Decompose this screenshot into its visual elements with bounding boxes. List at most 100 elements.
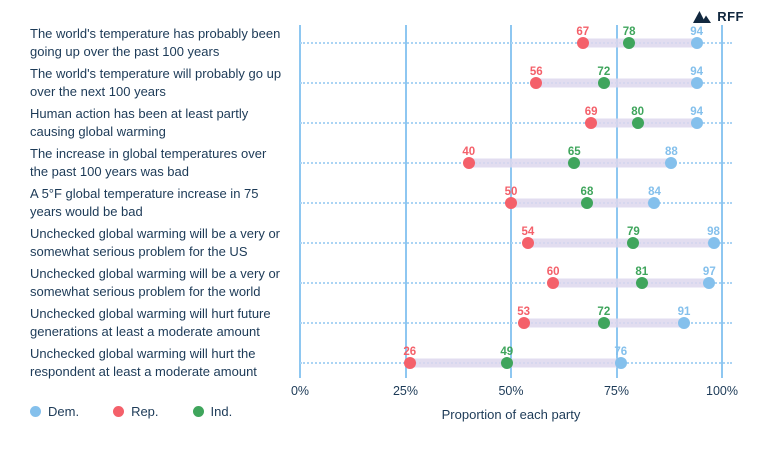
rep-value-label: 40 bbox=[462, 146, 476, 158]
dem-dot bbox=[690, 37, 703, 49]
chart-row: Unchecked global warming will hurt the r… bbox=[0, 343, 760, 383]
chart-row: The world's temperature has probably bee… bbox=[0, 23, 760, 63]
rep-dot bbox=[517, 317, 530, 329]
chart-row: Unchecked global warming will be a very … bbox=[0, 263, 760, 303]
x-axis-title: Proportion of each party bbox=[441, 407, 581, 422]
gridline bbox=[299, 25, 301, 378]
dem-dot bbox=[690, 117, 703, 129]
dotted-line bbox=[300, 242, 732, 244]
legend-label: Ind. bbox=[210, 404, 233, 419]
rep-dot bbox=[530, 77, 543, 89]
ind-dot bbox=[631, 117, 644, 129]
ind-dot bbox=[623, 37, 636, 49]
legend-item: Rep. bbox=[113, 404, 159, 419]
legend-dot-icon bbox=[30, 406, 41, 417]
dem-value-label: 76 bbox=[614, 346, 628, 358]
rep-value-label: 26 bbox=[403, 346, 417, 358]
dotted-line bbox=[300, 282, 732, 284]
chart-row: Unchecked global warming will hurt futur… bbox=[0, 303, 760, 343]
row-track: 53 72 91 bbox=[300, 303, 732, 343]
dem-value-label: 98 bbox=[707, 226, 720, 238]
chart-rows: The world's temperature has probably bee… bbox=[0, 23, 760, 383]
rep-value-label: 54 bbox=[521, 226, 535, 238]
dotted-line bbox=[300, 42, 732, 44]
chart-row: The world's temperature will probably go… bbox=[0, 63, 760, 103]
rep-value-label: 53 bbox=[517, 306, 531, 318]
row-label: Unchecked global warming will hurt the r… bbox=[30, 346, 257, 379]
row-track: 40 65 88 bbox=[300, 143, 732, 183]
dotted-line bbox=[300, 322, 732, 324]
row-label: Human action has been at least partly ca… bbox=[30, 106, 249, 139]
rep-value-label: 60 bbox=[546, 266, 560, 278]
row-label: A 5°F global temperature increase in 75 … bbox=[30, 186, 259, 219]
rep-dot bbox=[462, 157, 475, 169]
ind-value-label: 78 bbox=[622, 26, 636, 38]
range-band bbox=[553, 278, 710, 288]
range-band bbox=[527, 238, 714, 248]
dem-dot bbox=[690, 77, 703, 89]
dem-value-label: 91 bbox=[677, 306, 691, 318]
dotted-line bbox=[300, 122, 732, 124]
ind-dot bbox=[597, 77, 610, 89]
dem-dot bbox=[703, 277, 716, 289]
row-label: The world's temperature has probably bee… bbox=[30, 26, 281, 59]
logo-text: RFF bbox=[717, 9, 744, 24]
range-band bbox=[591, 118, 697, 128]
legend-item: Ind. bbox=[192, 404, 233, 419]
ind-dot bbox=[627, 237, 640, 249]
chart-row: A 5°F global temperature increase in 75 … bbox=[0, 183, 760, 223]
rff-logo: RFF bbox=[692, 9, 744, 24]
chart-row: Unchecked global warming will be a very … bbox=[0, 223, 760, 263]
dem-dot bbox=[648, 197, 661, 209]
ind-dot bbox=[597, 317, 610, 329]
rep-dot bbox=[576, 37, 589, 49]
chart-row: The increase in global temperatures over… bbox=[0, 143, 760, 183]
dem-dot bbox=[665, 157, 678, 169]
legend-dot-icon bbox=[113, 406, 125, 417]
range-band bbox=[536, 78, 697, 88]
x-tick-label: 50% bbox=[498, 384, 524, 398]
row-track: 26 49 76 bbox=[300, 343, 732, 383]
ind-dot bbox=[500, 357, 513, 369]
row-label: The increase in global temperatures over… bbox=[30, 146, 267, 179]
row-track: 50 68 84 bbox=[300, 183, 732, 223]
legend: Dem. Rep. Ind. bbox=[30, 404, 232, 419]
ind-value-label: 49 bbox=[500, 346, 514, 358]
ind-dot bbox=[568, 157, 581, 169]
row-track: 69 80 94 bbox=[300, 103, 732, 143]
row-track: 67 78 94 bbox=[300, 23, 732, 63]
rep-dot bbox=[547, 277, 560, 289]
dem-dot bbox=[678, 317, 691, 329]
x-axis-ticks: 0% 25% 50% 75% 100% bbox=[291, 384, 738, 400]
gridline bbox=[404, 25, 407, 378]
dem-value-label: 97 bbox=[702, 266, 716, 278]
x-tick-label: 25% bbox=[392, 384, 419, 398]
row-label: Unchecked global warming will hurt futur… bbox=[30, 306, 271, 339]
dotted-line bbox=[300, 82, 732, 84]
dem-value-label: 94 bbox=[690, 66, 704, 78]
row-track: 54 79 98 bbox=[300, 223, 732, 263]
rep-value-label: 69 bbox=[584, 106, 598, 118]
dem-value-label: 94 bbox=[690, 106, 704, 118]
ind-value-label: 72 bbox=[597, 306, 611, 318]
ind-value-label: 81 bbox=[635, 266, 649, 278]
dem-dot bbox=[614, 357, 627, 369]
x-tick-label: 100% bbox=[706, 384, 738, 398]
x-tick-label: 0% bbox=[290, 384, 310, 398]
rep-dot bbox=[505, 197, 517, 209]
ind-value-label: 79 bbox=[626, 226, 640, 238]
ind-dot bbox=[580, 197, 593, 209]
row-track: 56 72 94 bbox=[300, 63, 732, 103]
legend-item: Dem. bbox=[30, 404, 79, 419]
legend-label: Rep. bbox=[131, 404, 159, 419]
legend-label: Dem. bbox=[48, 404, 80, 419]
ind-value-label: 72 bbox=[597, 66, 611, 78]
x-tick-label: 75% bbox=[603, 384, 630, 398]
rep-dot bbox=[403, 357, 416, 369]
rep-value-label: 67 bbox=[576, 26, 590, 38]
dem-dot bbox=[707, 237, 720, 249]
ind-value-label: 65 bbox=[567, 146, 581, 158]
gridline bbox=[721, 25, 723, 378]
dem-value-label: 88 bbox=[664, 146, 678, 158]
